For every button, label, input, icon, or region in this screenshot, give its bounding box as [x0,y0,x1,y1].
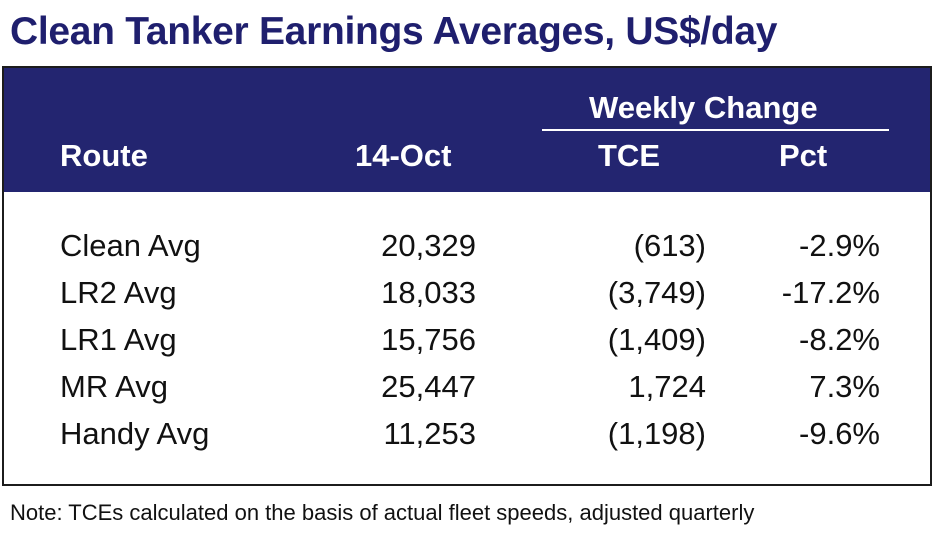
table-header: Weekly Change Route 14-Oct TCE Pct [4,68,930,192]
route-cell: MR Avg [60,369,168,404]
table-row: LR1 Avg 15,756 (1,409) -8.2% [4,322,930,368]
tce-change-cell: (1,198) [607,416,706,451]
value-cell: 15,756 [381,322,476,357]
route-cell: LR1 Avg [60,322,177,357]
weekly-change-group-label: Weekly Change [589,90,818,125]
pct-change-cell: -8.2% [799,322,880,357]
pct-change-cell: -2.9% [799,228,880,263]
footnote: Note: TCEs calculated on the basis of ac… [10,500,755,525]
earnings-table: Weekly Change Route 14-Oct TCE Pct Clean… [2,66,932,486]
table-row: Handy Avg 11,253 (1,198) -9.6% [4,416,930,462]
tce-change-cell: (3,749) [607,275,706,310]
pct-change-cell: -9.6% [799,416,880,451]
pct-change-cell: 7.3% [809,369,880,404]
column-header-tce: TCE [598,138,660,173]
group-underline [542,129,889,131]
route-cell: LR2 Avg [60,275,177,310]
value-cell: 11,253 [383,416,476,451]
table-row: Clean Avg 20,329 (613) -2.9% [4,228,930,274]
column-header-date: 14-Oct [355,138,452,173]
value-cell: 20,329 [381,228,476,263]
tce-change-cell: (1,409) [607,322,706,357]
value-cell: 18,033 [381,275,476,310]
column-header-pct: Pct [779,138,828,173]
column-header-route: Route [60,138,148,173]
page-title: Clean Tanker Earnings Averages, US$/day [10,10,778,53]
pct-change-cell: -17.2% [781,275,880,310]
tce-change-cell: 1,724 [628,369,706,404]
value-cell: 25,447 [381,369,476,404]
route-cell: Clean Avg [60,228,201,263]
route-cell: Handy Avg [60,416,210,451]
table-row: LR2 Avg 18,033 (3,749) -17.2% [4,275,930,321]
tce-change-cell: (613) [633,228,706,263]
table-row: MR Avg 25,447 1,724 7.3% [4,369,930,415]
